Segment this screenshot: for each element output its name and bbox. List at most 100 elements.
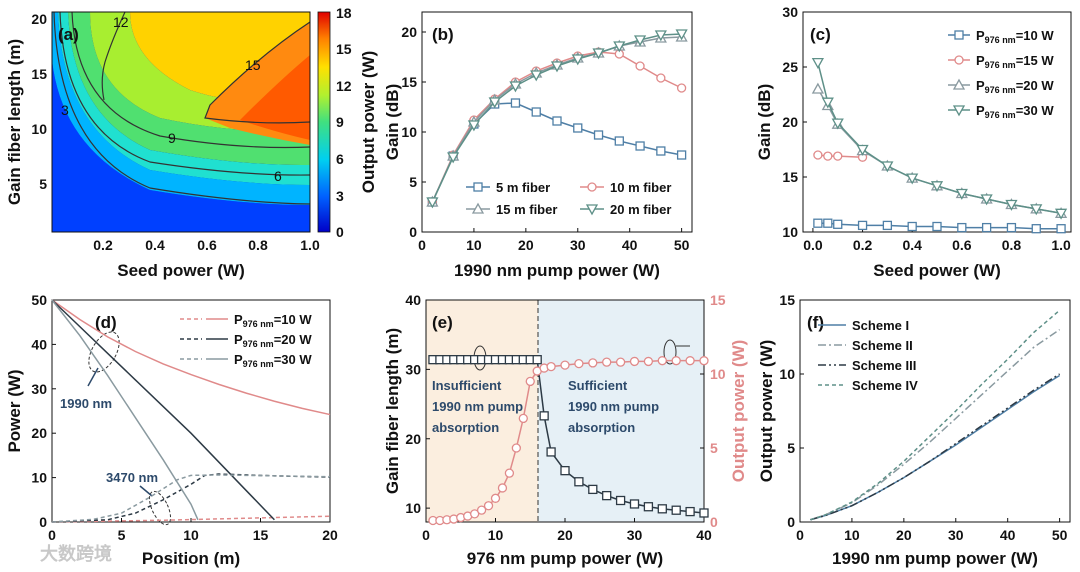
region-right-line: absorption [568, 420, 635, 435]
x-tick-label: 0.6 [952, 237, 972, 253]
data-point [531, 107, 541, 117]
legend-sub: 976 nm [243, 339, 274, 349]
y-tick-a: 5 [39, 176, 47, 192]
legend-sub: 976 nm [985, 60, 1016, 70]
legend-label: Scheme III [852, 358, 916, 373]
data-point [539, 411, 549, 421]
legend-label: 20 m fiber [610, 202, 671, 217]
data-point [552, 116, 562, 126]
data-point [699, 508, 709, 518]
y-axis-title-d: Power (W) [5, 369, 24, 452]
annotation-arrow-3470 [139, 485, 153, 497]
data-point [813, 218, 823, 228]
panel-c: (c) Seed power (W) Gain (dB) 0.0 0.2 0.4 0.… [755, 4, 1072, 280]
data-point [823, 218, 833, 228]
data-point [593, 130, 604, 140]
y-tick-label: 10 [405, 500, 421, 516]
legend-label: P976 nm=30 W [976, 103, 1054, 120]
legend-label: Scheme IV [852, 378, 918, 393]
data-point [656, 73, 666, 83]
x-tick-label: 0.2 [853, 237, 873, 253]
data-point [932, 221, 942, 232]
x-tick-label: 10 [466, 237, 482, 253]
data-point [907, 221, 917, 232]
legend-marker [952, 78, 966, 90]
data-point [1056, 224, 1066, 234]
y-axis-title-a: Gain fiber length (m) [5, 39, 24, 205]
contour-15 [204, 21, 310, 124]
legend-value: =10 W [274, 312, 313, 327]
x-tick-label: 10 [183, 527, 199, 543]
colorbar [317, 11, 331, 233]
annotation-ellipse-3470 [148, 490, 172, 526]
y-tick-label: 50 [31, 292, 47, 308]
data-point [1006, 222, 1017, 233]
y-ticks-a: 5 10 15 20 [31, 11, 47, 192]
data-point [857, 220, 868, 231]
legend-prefix: P [976, 78, 985, 93]
data-point [525, 376, 535, 387]
data-point [518, 413, 528, 424]
x-axis-title-c: Seed power (W) [873, 261, 1001, 280]
x-tick-label: 20 [322, 527, 338, 543]
y-tick-label: 5 [409, 174, 417, 190]
y-right-tick-label: 15 [710, 292, 726, 308]
contour-label-3: 3 [61, 102, 69, 118]
legend-value: =30 W [1016, 103, 1055, 118]
y-axis-title-c: Gain (dB) [755, 84, 774, 161]
data-point [882, 220, 893, 231]
y-tick-label: 40 [31, 336, 47, 352]
legend-label: 10 m fiber [610, 180, 671, 195]
x-axis-title-a: Seed power (W) [117, 261, 245, 280]
legend-marker [952, 105, 966, 117]
panel-e: (e) Insufficient 1990 nm pump absorption… [383, 292, 748, 568]
data-point [588, 484, 598, 495]
x-tick-label: 15 [253, 527, 269, 543]
data-point [592, 48, 605, 60]
data-point [546, 447, 556, 457]
region-left-line: 1990 nm pump [432, 399, 523, 414]
data-point [671, 505, 681, 515]
data-point [629, 499, 640, 509]
axis-indicator-right [663, 339, 677, 365]
data-point [447, 152, 460, 164]
y-axis-title-f: Output power (W) [757, 340, 776, 483]
data-point [629, 356, 640, 367]
data-point [881, 161, 894, 173]
x-tick-label: 0 [422, 527, 430, 543]
legend-marker [471, 202, 485, 214]
data-point [980, 194, 993, 206]
data-point [656, 146, 666, 156]
contour-12 [101, 12, 126, 101]
x-axis-title-d: Position (m) [142, 549, 240, 568]
x-axis-title-e: 976 nm pump power (W) [467, 549, 663, 568]
series-line [810, 373, 1061, 521]
data-point [1054, 208, 1068, 220]
x-tick-a: 0.2 [93, 237, 113, 253]
data-point [856, 144, 869, 156]
data-point [699, 356, 709, 366]
legend-prefix: P [234, 352, 243, 367]
series-line [817, 154, 863, 158]
plot-frame-b [421, 11, 693, 233]
y-tick-label: 0 [39, 514, 47, 530]
x-ticks-a: 0.2 0.4 0.6 0.8 1.0 [93, 237, 320, 253]
legend-label: P976 nm=20 W [234, 332, 312, 349]
x-axis-title-b: 1990 nm pump power (W) [454, 261, 660, 280]
cbar-tick: 9 [336, 114, 344, 130]
data-point [906, 173, 919, 185]
legend-sub: 976 nm [985, 110, 1016, 120]
y-right-tick-label: 0 [710, 514, 718, 530]
x-tick-label: 0 [796, 527, 804, 543]
data-point [467, 120, 481, 132]
data-point [981, 222, 992, 233]
colorbar-ticks: 0 3 6 9 12 15 18 [336, 5, 352, 240]
data-point [510, 98, 521, 108]
data-point [469, 509, 480, 519]
data-point [614, 136, 624, 146]
data-point [671, 356, 681, 366]
x-tick-label: 20 [557, 527, 573, 543]
data-point [635, 141, 645, 151]
data-point [571, 54, 584, 66]
data-point [811, 82, 824, 94]
